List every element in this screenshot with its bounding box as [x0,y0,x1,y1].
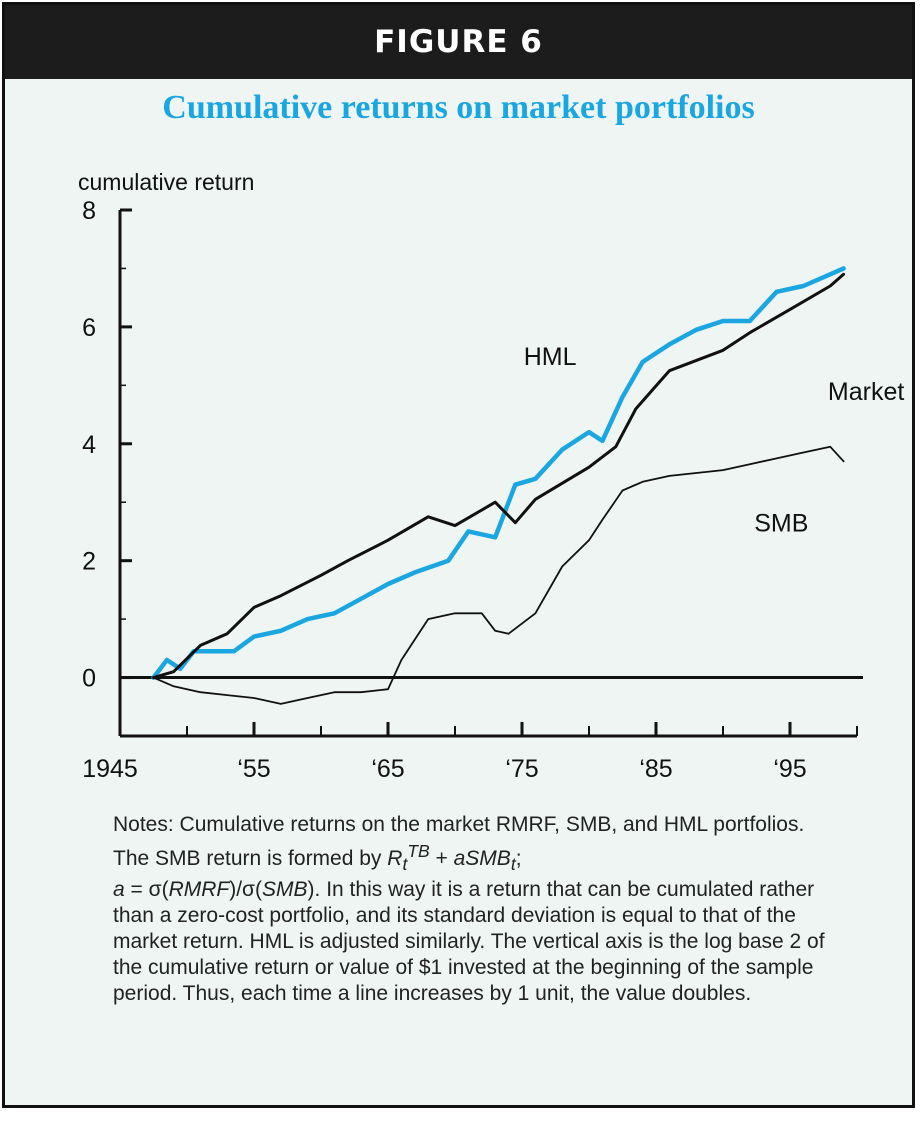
chart-title: Cumulative returns on market portfolios [162,89,755,126]
a-line-mid: )/σ( [229,878,263,902]
series-lines [151,266,846,705]
series-label-hml: HML [524,343,577,371]
x-axis: 1945 ‘55 ‘65 ‘75 ‘85 ‘95 [82,676,863,783]
notes-text-1: Notes: Cumulative returns on the market … [113,813,805,870]
figure-notes: Notes: Cumulative returns on the market … [113,812,833,1007]
series-line-smb [152,445,845,705]
x-tick-label: ‘65 [371,755,404,783]
notes-rest: ). In this way it is a return that can b… [113,878,825,1006]
x-tick-label: ‘85 [639,755,672,783]
series-line-hml [151,266,846,680]
figure-panel: FIGURE 6 Cumulative returns on market po… [2,2,915,1108]
y-axis-label: cumulative return [78,169,254,195]
y-tick-label: 6 [82,314,96,342]
a-line-rmrf: RMRF [168,878,230,902]
y-tick-label: 0 [82,665,96,693]
x-tick-label: 1945 [82,755,138,783]
formula-sub-t: t [402,854,408,875]
formula-sub-t2: t [510,854,516,875]
formula-sup-tb: TB [407,841,430,861]
formula-r: R [387,847,403,870]
y-tick-label: 4 [82,431,96,459]
series-line-market [152,272,846,680]
series-label-market: Market [828,378,904,406]
y-axis: cumulative return 0 2 4 6 8 [78,169,254,736]
formula-end: ; [515,847,522,870]
a-line-a: a [113,878,125,902]
y-tick-label: 2 [82,548,96,576]
x-tick-label: ‘75 [505,755,538,783]
series-labels: HML Market SMB [524,343,905,538]
y-tick-label: 8 [82,197,96,225]
a-line-eq: = σ( [124,878,169,902]
x-tick-label: ‘95 [773,755,806,783]
x-tick-label: ‘55 [237,755,270,783]
a-line-smb: SMB [262,878,308,902]
formula-plus: + [429,847,454,870]
formula-asmb: aSMB [453,847,511,870]
series-label-smb: SMB [754,509,808,537]
figure-label: FIGURE 6 [5,5,912,79]
